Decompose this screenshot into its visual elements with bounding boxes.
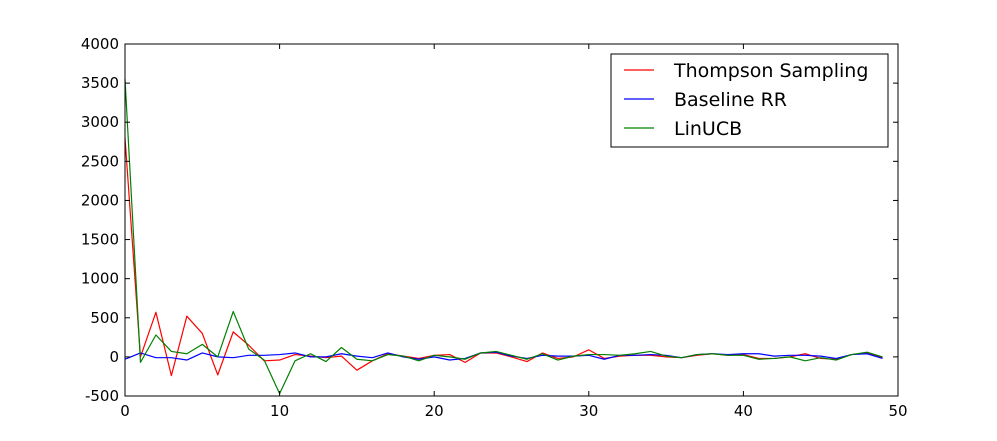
y-tick-label: -500 — [85, 387, 119, 405]
plot-frame — [124, 43, 899, 397]
y-tick-label: 3500 — [81, 74, 119, 92]
x-tick-label: 50 — [888, 402, 907, 420]
y-tick-label: 0 — [109, 348, 119, 366]
y-tick-label: 3000 — [81, 113, 119, 131]
ticks-layer: 0 10 20 30 40 50-5000500100015002000250030003… — [81, 35, 908, 420]
y-tick-label: 1000 — [81, 270, 119, 288]
series-layer — [124, 79, 883, 395]
series-line-linucb — [124, 79, 883, 395]
y-tick-label: 2500 — [81, 152, 119, 170]
y-tick-label: 2000 — [81, 191, 119, 209]
x-tick-label: 10 — [270, 402, 289, 420]
y-tick-label: 1500 — [81, 231, 119, 249]
legend-label-baseline: Baseline RR — [674, 89, 787, 111]
x-tick-label: 40 — [734, 402, 753, 420]
series-line-thompson-sampling — [124, 137, 883, 377]
y-tick-label: 4000 — [81, 35, 119, 53]
x-tick-label: 20 — [425, 402, 444, 420]
legend-label-thompson: Thompson Sampling — [673, 60, 868, 82]
legend: Thompson Sampling Baseline RR LinUCB — [610, 53, 889, 148]
legend-box — [610, 53, 889, 148]
series-line-baseline-rr — [124, 351, 883, 361]
x-tick-label: 30 — [579, 402, 598, 420]
x-tick-label: 0 — [120, 402, 130, 420]
legend-label-linucb: LinUCB — [674, 118, 742, 140]
y-tick-label: 500 — [90, 309, 119, 327]
